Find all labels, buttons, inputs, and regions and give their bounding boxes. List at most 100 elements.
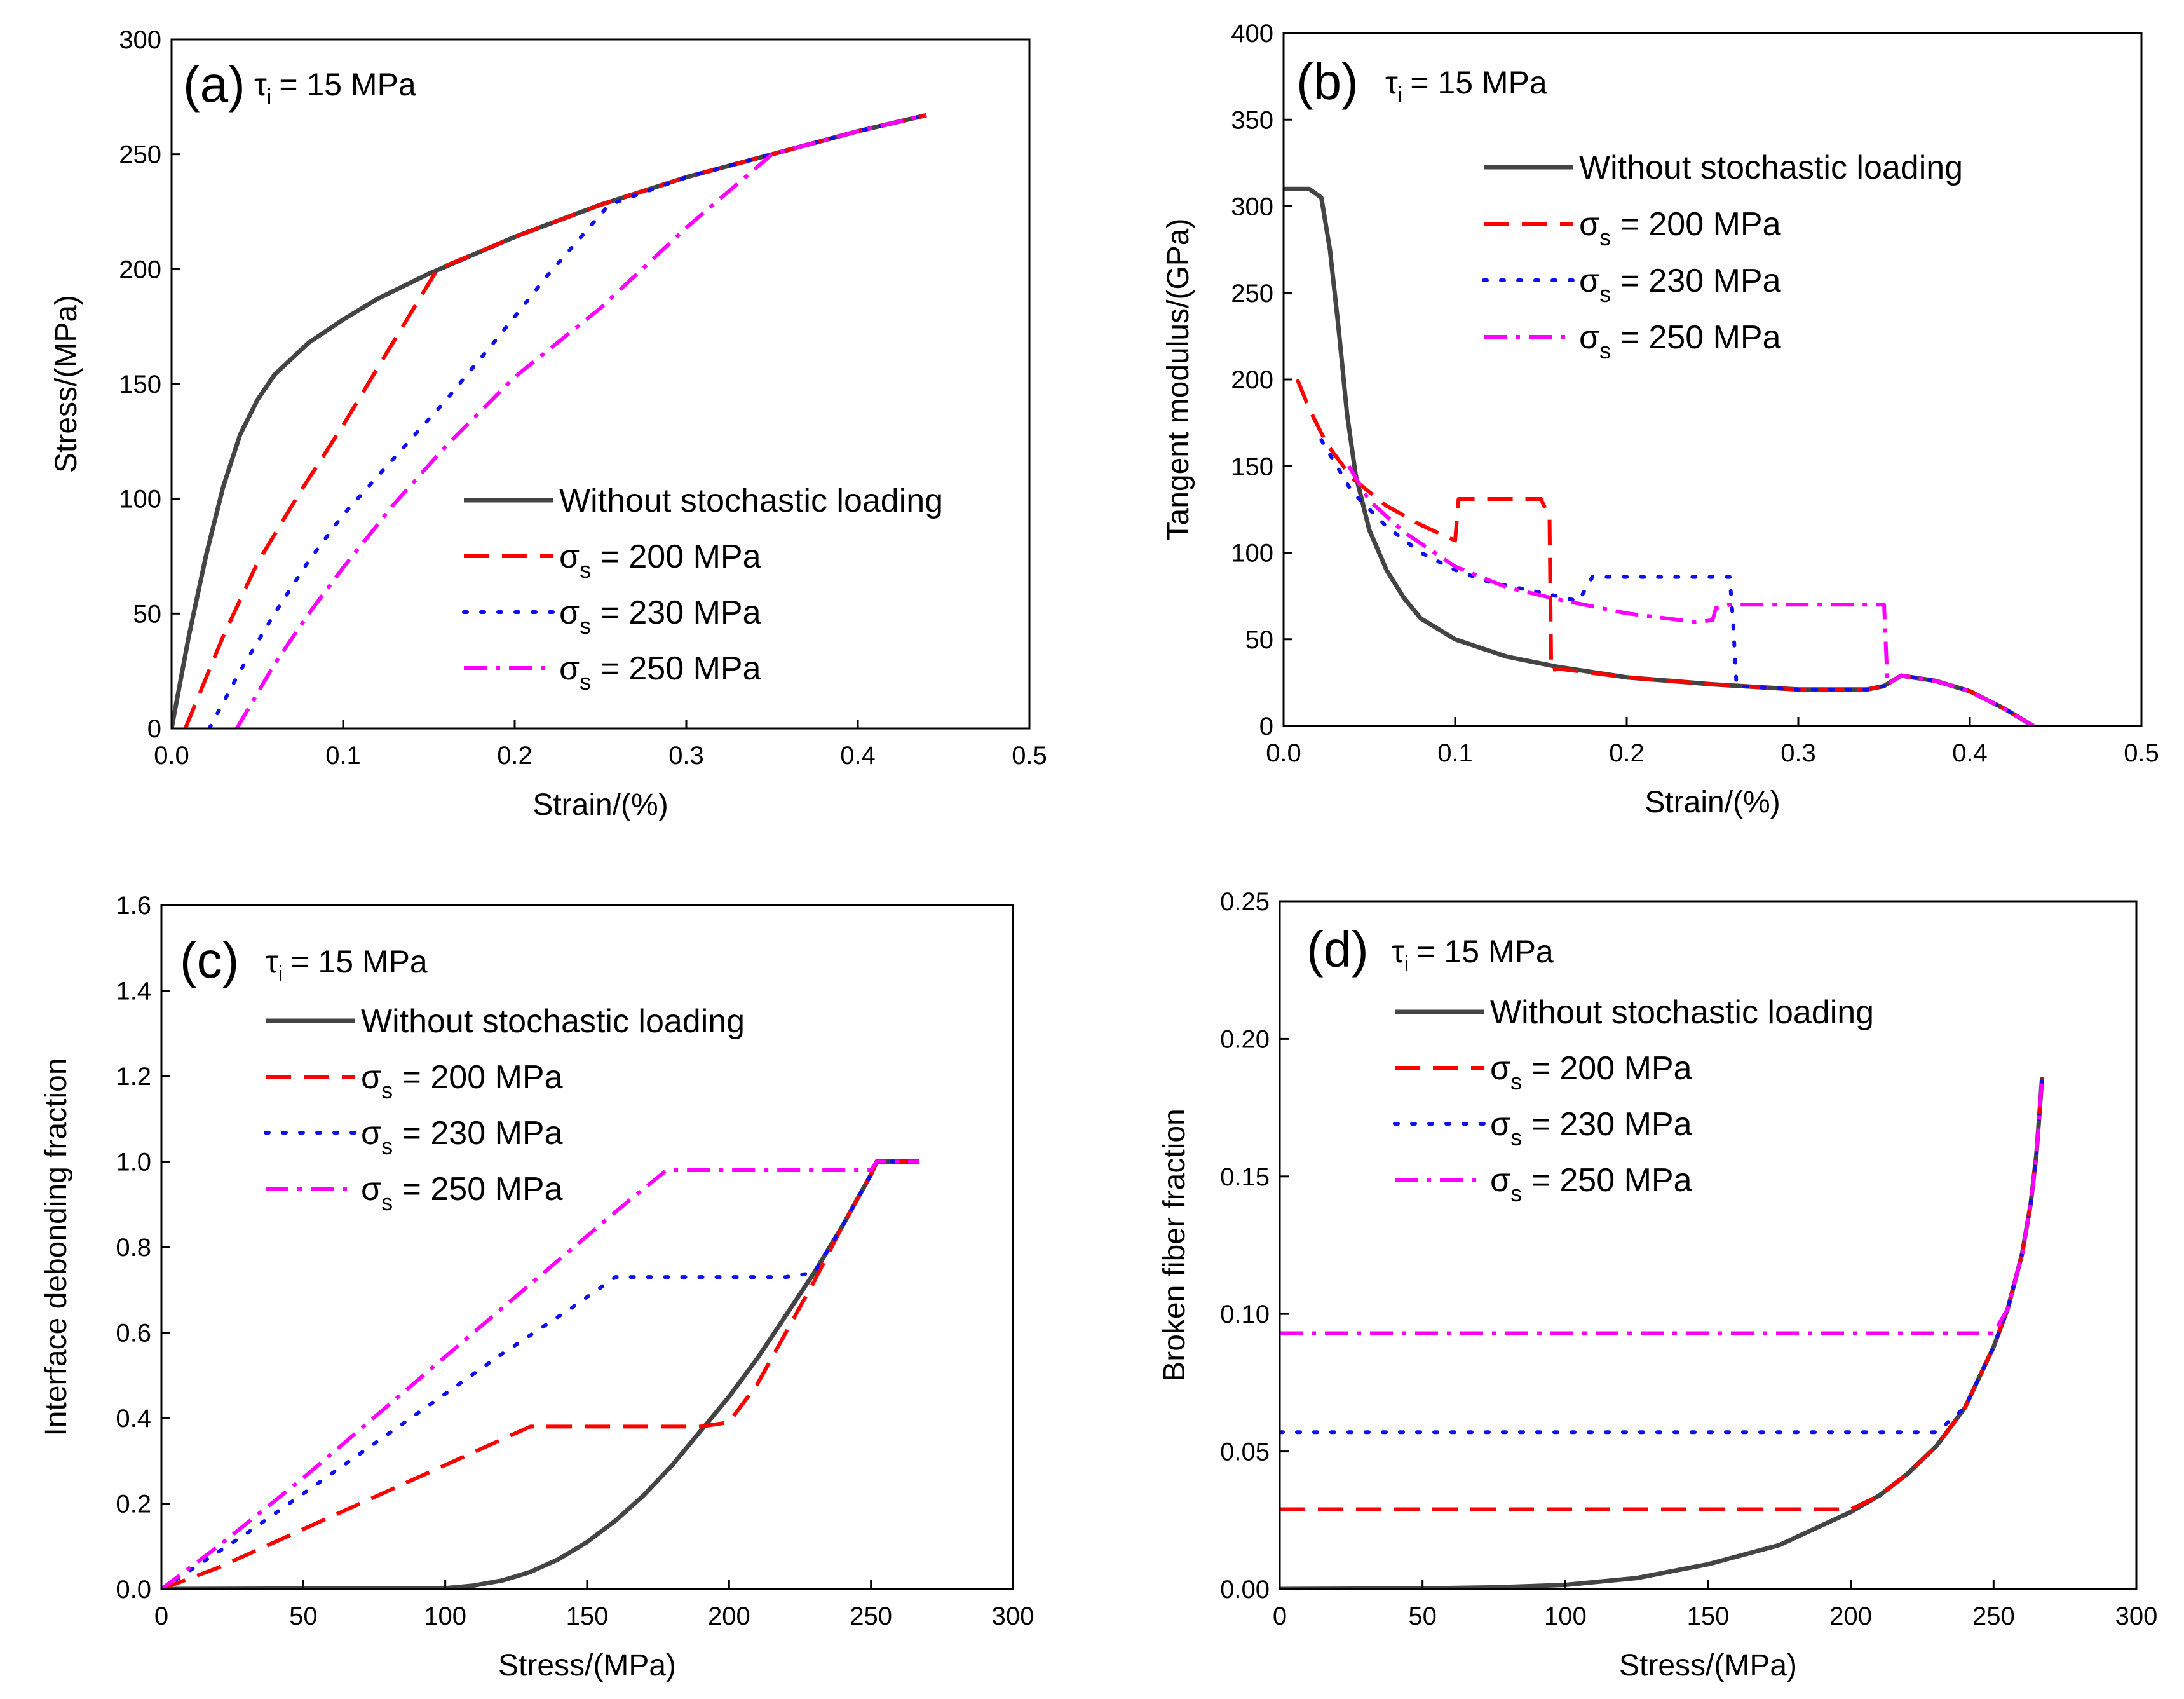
- legend-value: = 250 MPa: [393, 1171, 562, 1208]
- y-tick-label: 0.8: [116, 1234, 151, 1262]
- chart-panel-d: 0 50 100 150 200 250 300 0.00 0.05 0.10 0.15 0.20 0.…: [1158, 888, 2157, 1682]
- tau-symbol: τ: [1392, 934, 1404, 969]
- legend-subscript: s: [580, 613, 591, 639]
- y-tick-label: 150: [1231, 453, 1273, 481]
- series-line-2: [1295, 378, 2035, 726]
- y-tick-label: 0.15: [1220, 1163, 1270, 1191]
- tau-annotation: τi = 15 MPa: [266, 944, 428, 986]
- y-tick-label: 350: [1231, 106, 1273, 134]
- y-tick-label: 100: [119, 486, 161, 514]
- x-tick-label: 150: [1687, 1602, 1730, 1630]
- legend-subscript: s: [1599, 338, 1611, 364]
- legend-text: Without stochastic loading: [361, 1003, 745, 1040]
- legend-subscript: s: [580, 669, 591, 695]
- y-tick-label: 1.2: [116, 1063, 151, 1091]
- x-tick-label: 200: [1829, 1602, 1872, 1630]
- x-tick-label: 0.1: [325, 742, 361, 770]
- legend-subscript: s: [580, 557, 591, 583]
- y-tick-label: 0.00: [1220, 1576, 1270, 1604]
- x-axis-label: Strain/(%): [532, 788, 668, 822]
- tau-annotation: τi = 15 MPa: [1392, 934, 1554, 976]
- legend-entry-2: σs = 200 MPa: [361, 1059, 563, 1103]
- y-axis-label: Stress/(MPa): [50, 295, 83, 473]
- legend-subscript: s: [381, 1133, 393, 1159]
- legend-entry-1: Without stochastic loading: [1490, 994, 1874, 1031]
- legend-text: σ: [559, 594, 580, 631]
- x-axis-label: Strain/(%): [1645, 786, 1780, 819]
- legend-value: = 230 MPa: [1611, 263, 1780, 299]
- legend-text: σ: [1490, 1162, 1510, 1199]
- x-tick-label: 0.4: [1952, 739, 1988, 767]
- series-line-4: [161, 1159, 919, 1589]
- x-tick-label: 0.0: [154, 742, 189, 770]
- y-axis-label: Tangent modulus/(GPa): [1162, 219, 1195, 541]
- x-tick-label: 0: [1273, 1602, 1287, 1630]
- legend-value: = 200 MPa: [393, 1059, 562, 1096]
- legend-entry-3: σs = 230 MPa: [1579, 263, 1781, 307]
- tau-annotation: τi = 15 MPa: [254, 67, 416, 109]
- y-tick-label: 400: [1231, 20, 1273, 48]
- x-tick-label: 250: [1972, 1602, 2015, 1630]
- x-tick-label: 100: [424, 1602, 466, 1630]
- chart-panel-a: 0.0 0.1 0.2 0.3 0.4 0.5 0 50 100 150 200 250 300 Stra…: [50, 26, 1047, 822]
- y-tick-label: 300: [1231, 193, 1273, 221]
- legend-value: = 250 MPa: [1611, 319, 1780, 356]
- x-tick-label: 250: [850, 1602, 892, 1630]
- y-tick-label: 0.0: [116, 1576, 151, 1604]
- y-tick-label: 100: [1231, 540, 1273, 568]
- series-group: [1284, 186, 2035, 726]
- y-tick-label: 200: [1231, 366, 1273, 394]
- x-tick-label: 100: [1544, 1602, 1587, 1630]
- x-tick-label: 200: [708, 1602, 750, 1630]
- legend-subscript: s: [381, 1077, 393, 1103]
- legend-text: Without stochastic loading: [1579, 149, 1963, 186]
- legend-entry-2: σs = 200 MPa: [1490, 1050, 1692, 1095]
- x-tick-label: 0: [154, 1602, 168, 1630]
- legend-value: = 200 MPa: [591, 538, 761, 575]
- legend-value: = 230 MPa: [393, 1115, 562, 1152]
- y-tick-label: 0.4: [116, 1405, 151, 1433]
- legend-subscript: s: [1510, 1180, 1522, 1206]
- x-tick-label: 150: [566, 1602, 609, 1630]
- legend-entry-2: σs = 200 MPa: [1579, 206, 1781, 250]
- legend-subscript: s: [1599, 281, 1611, 307]
- legend-subscript: s: [1510, 1068, 1522, 1095]
- y-tick-label: 0: [1259, 713, 1273, 740]
- legend-entry-2: σs = 200 MPa: [559, 538, 761, 583]
- y-tick-label: 0.2: [116, 1491, 151, 1518]
- legend-value: = 250 MPa: [1522, 1162, 1692, 1199]
- series-line-2: [183, 113, 927, 728]
- series-line-1: [161, 1159, 919, 1589]
- y-tick-label: 150: [119, 371, 161, 399]
- legend-value: = 230 MPa: [591, 594, 761, 631]
- tau-value: = 15 MPa: [1416, 934, 1554, 969]
- series-line-4: [1280, 1077, 2044, 1335]
- tau-annotation: τi = 15 MPa: [1385, 65, 1547, 107]
- tau-subscript: i: [278, 962, 283, 986]
- series-line-1: [172, 113, 927, 728]
- legend-text: σ: [361, 1059, 381, 1096]
- legend-text: Without stochastic loading: [559, 482, 943, 519]
- series-line-2: [161, 1159, 919, 1589]
- x-tick-label: 300: [2115, 1602, 2158, 1630]
- chart-panel-c: 0 50 100 150 200 250 300 0.0 0.2 0.4 0.6 0.8 1.0 1.2 1…: [39, 892, 1034, 1682]
- tau-value: = 15 MPa: [1410, 65, 1547, 100]
- legend-text: σ: [361, 1115, 381, 1152]
- y-tick-label: 0.05: [1220, 1438, 1270, 1466]
- legend-text: σ: [1579, 206, 1599, 243]
- panel-label: (b): [1296, 53, 1359, 110]
- x-tick-label: 0.5: [2124, 739, 2159, 767]
- series-line-3: [161, 1159, 921, 1589]
- x-axis-label: Stress/(MPa): [498, 1649, 676, 1682]
- x-tick-label: 0.3: [1780, 739, 1816, 767]
- legend-entry-4: σs = 250 MPa: [1490, 1162, 1692, 1206]
- tau-value: = 15 MPa: [290, 944, 428, 979]
- y-tick-label: 1.4: [116, 978, 151, 1006]
- panel-label: (a): [183, 56, 245, 113]
- y-tick-label: 250: [1231, 280, 1273, 308]
- x-tick-label: 0.1: [1437, 739, 1473, 767]
